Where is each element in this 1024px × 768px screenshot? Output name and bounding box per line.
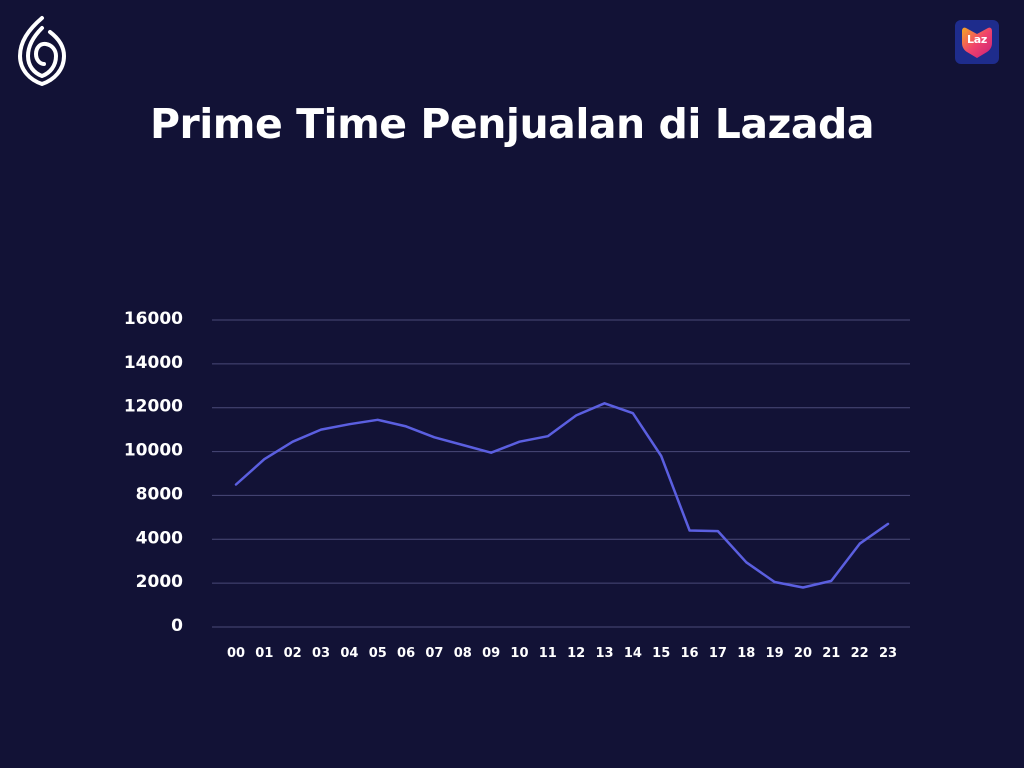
x-tick-label: 15 [652,646,670,661]
x-tick-label: 08 [454,646,472,661]
x-tick-label: 16 [681,646,699,661]
lazada-badge-text: Laz [967,33,987,46]
y-tick-label: 14000 [124,353,183,373]
x-tick-label: 20 [794,646,812,661]
x-tick-label: 12 [567,646,585,661]
x-tick-label: 19 [766,646,784,661]
series-line [234,402,890,589]
x-tick-label: 13 [595,646,613,661]
x-tick-label: 04 [340,646,358,661]
leaf-shield-logo-icon [18,16,66,86]
x-tick-label: 11 [539,646,557,661]
page-title: Prime Time Penjualan di Lazada [149,100,875,148]
x-tick-label: 06 [397,646,415,661]
x-tick-label: 01 [255,646,273,661]
x-tick-label: 03 [312,646,330,661]
lazada-heart-icon [962,27,992,58]
y-tick-label: 2000 [136,572,183,592]
y-tick-label: 12000 [124,397,183,417]
y-tick-label: 16000 [124,309,183,329]
y-tick-label: 8000 [136,484,183,504]
x-tick-label: 07 [425,646,443,661]
y-tick-label: 4000 [136,528,183,548]
x-tick-label: 00 [227,646,245,661]
x-tick-label: 05 [369,646,387,661]
x-tick-label: 14 [624,646,642,661]
x-tick-label: 17 [709,646,727,661]
y-tick-label: 0 [171,616,183,636]
lazada-badge: Laz [955,20,999,64]
x-tick-label: 23 [879,646,897,661]
x-tick-label: 02 [284,646,302,661]
x-tick-label: 21 [822,646,840,661]
x-tick-label: 18 [737,646,755,661]
y-tick-label: 10000 [124,441,183,461]
x-tick-label: 09 [482,646,500,661]
x-tick-label: 10 [510,646,528,661]
x-tick-label: 22 [851,646,869,661]
